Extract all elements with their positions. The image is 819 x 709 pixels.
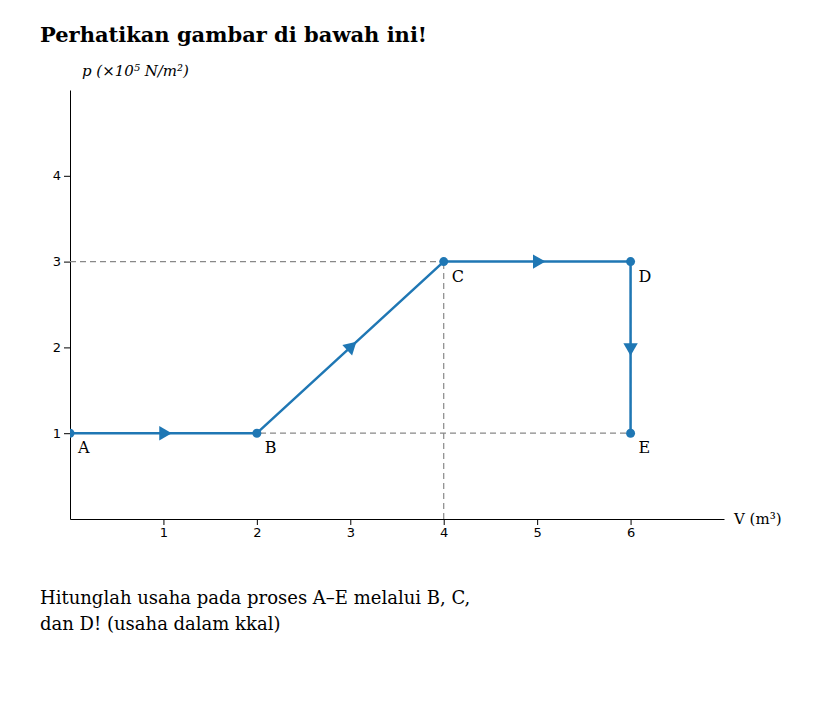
x-tick: 2 <box>253 519 261 540</box>
y-tick-label: 4 <box>53 168 61 183</box>
x-axis: 1 2 3 4 5 6 <box>71 519 725 540</box>
direction-arrow <box>623 343 637 355</box>
x-tick: 4 <box>440 519 448 540</box>
y-tick-mark <box>64 262 70 263</box>
x-tick-label: 6 <box>627 525 635 540</box>
y-tick-label: 3 <box>53 254 61 269</box>
y-tick-label: 1 <box>53 426 61 441</box>
x-tick: 1 <box>160 519 168 540</box>
y-axis: 1 2 3 4 <box>53 91 71 520</box>
point-label: E <box>639 438 651 457</box>
y-axis-label: p (×10⁵ N/m²) <box>82 62 189 80</box>
point-labels: A B C D E <box>77 267 651 458</box>
point-label: B <box>265 438 277 457</box>
y-tick: 2 <box>53 340 70 355</box>
state-point <box>626 429 635 438</box>
caption-line: Hitunglah usaha pada proses A–E melalui … <box>40 587 470 608</box>
x-tick: 3 <box>347 519 355 540</box>
reference-line <box>443 262 444 519</box>
chart: Perhatikan gambar di bawah ini! 1 2 3 4 5 6 1 2 3… <box>0 0 819 709</box>
caption: Hitunglah usaha pada proses A–E melalui … <box>40 587 470 634</box>
plot-area <box>70 254 638 519</box>
state-point <box>70 429 75 438</box>
x-tick-mark <box>257 519 258 525</box>
direction-arrow <box>159 426 171 440</box>
y-tick: 1 <box>53 426 70 441</box>
y-tick-mark <box>64 433 70 434</box>
state-point <box>252 429 261 438</box>
x-axis-line <box>71 519 725 520</box>
y-tick-label: 2 <box>53 340 61 355</box>
x-tick-mark <box>444 519 445 525</box>
y-tick: 4 <box>53 168 70 183</box>
x-tick: 6 <box>627 519 635 540</box>
x-tick-mark <box>163 519 164 525</box>
x-tick-label: 5 <box>534 525 542 540</box>
y-tick: 3 <box>53 254 70 269</box>
x-tick-mark <box>537 519 538 525</box>
point-label: C <box>452 267 464 286</box>
point-label: D <box>639 267 652 286</box>
y-axis-line <box>70 91 71 520</box>
process-line <box>70 262 631 434</box>
direction-arrow <box>342 336 361 355</box>
x-tick-label: 2 <box>253 525 261 540</box>
reference-line <box>70 261 444 262</box>
x-tick-label: 4 <box>440 525 448 540</box>
caption-line: dan D! (usaha dalam kkal) <box>40 613 280 634</box>
x-tick: 5 <box>534 519 542 540</box>
x-tick-label: 3 <box>347 525 355 540</box>
point-label: A <box>77 438 90 457</box>
title: Perhatikan gambar di bawah ini! <box>40 22 427 47</box>
direction-arrow <box>533 254 545 268</box>
state-point <box>626 257 635 266</box>
x-axis-label: V (m³) <box>733 510 782 528</box>
x-tick-label: 1 <box>160 525 168 540</box>
state-point <box>439 257 448 266</box>
x-tick-mark <box>631 519 632 525</box>
x-tick-mark <box>350 519 351 525</box>
y-tick-mark <box>64 347 70 348</box>
y-tick-mark <box>64 176 70 177</box>
